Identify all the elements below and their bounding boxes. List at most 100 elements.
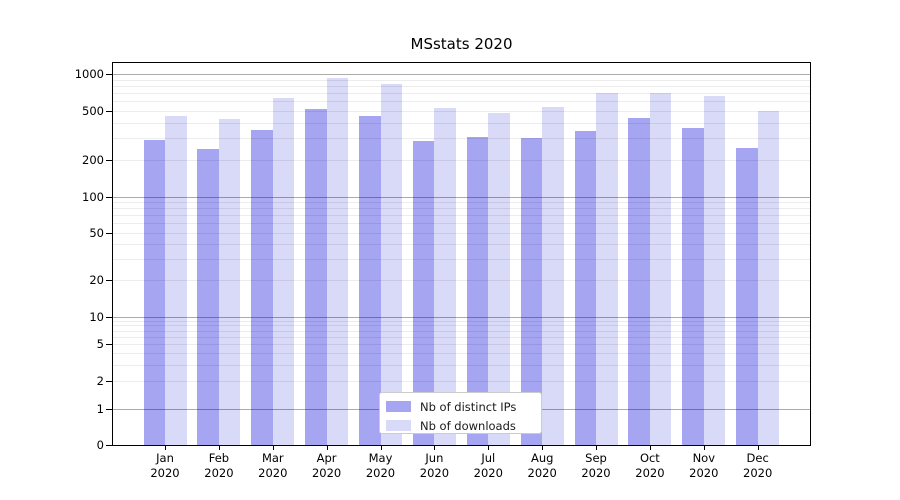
x-tick-mark	[380, 446, 382, 450]
gridline-minor	[113, 122, 810, 124]
plot-area: Nb of distinct IPs Nb of downloads	[112, 62, 811, 446]
y-tick-label: 20	[89, 273, 104, 288]
bar-downloads	[757, 110, 780, 445]
bar-distinct-ips	[574, 131, 597, 445]
gridline-minor	[113, 259, 810, 261]
bar-distinct-ips	[251, 129, 273, 445]
gridline-minor	[113, 159, 810, 161]
bar-downloads	[434, 107, 456, 445]
x-tick-mark	[703, 446, 705, 450]
x-tick-label: Apr 2020	[311, 451, 342, 480]
bar-downloads	[703, 95, 726, 445]
y-tick-mark	[106, 445, 113, 446]
y-tick-mark	[106, 408, 113, 410]
y-tick-mark	[106, 110, 113, 112]
gridline-minor	[113, 101, 810, 103]
legend: Nb of distinct IPs Nb of downloads	[379, 392, 542, 434]
legend-label-distinct-ips: Nb of distinct IPs	[420, 399, 517, 414]
gridline-minor	[113, 344, 810, 346]
gridline-minor	[113, 244, 810, 246]
bar-downloads	[542, 107, 564, 445]
gridline-minor	[113, 93, 810, 94]
x-tick-mark	[272, 446, 274, 450]
gridline-minor	[113, 280, 810, 282]
gridline-minor	[113, 79, 810, 81]
y-tick-label: 500	[82, 103, 104, 118]
x-tick-label: Sep 2020	[581, 451, 611, 480]
y-tick-label: 200	[82, 152, 104, 167]
y-tick-label: 1	[96, 401, 104, 416]
x-tick-label: Feb 2020	[204, 451, 234, 480]
x-tick-label: Nov 2020	[689, 451, 719, 480]
bar-downloads	[488, 112, 510, 445]
x-tick-label: Jul 2020	[473, 451, 503, 480]
x-tick-mark	[165, 446, 166, 450]
gridline-minor	[113, 215, 810, 217]
bar-downloads	[165, 115, 187, 445]
y-tick-mark	[106, 196, 113, 198]
bar-distinct-ips	[682, 128, 704, 445]
x-tick-mark	[218, 446, 220, 450]
gridline-minor	[113, 202, 810, 203]
y-tick-mark	[106, 280, 113, 282]
bar-distinct-ips	[466, 137, 489, 445]
x-tick-label: May 2020	[365, 451, 396, 480]
gridline-minor	[113, 364, 810, 366]
gridline-minor	[113, 223, 810, 225]
legend-swatch-downloads	[386, 420, 411, 431]
y-tick-label: 50	[89, 225, 104, 240]
bar-distinct-ips	[305, 109, 327, 445]
gridline-minor	[113, 325, 810, 327]
x-tick-mark	[757, 446, 759, 450]
y-tick-mark	[106, 159, 113, 161]
y-tick-mark	[106, 316, 113, 318]
gridline-minor	[113, 380, 810, 382]
legend-swatch-distinct-ips	[386, 401, 411, 412]
gridline-minor	[113, 320, 810, 322]
y-tick-label: 10	[89, 309, 104, 324]
chart-title: MSstats 2020	[410, 35, 513, 53]
bar-distinct-ips	[628, 118, 650, 445]
y-tick-label: 1000	[74, 67, 104, 81]
bar-distinct-ips	[736, 148, 758, 445]
gridline-minor	[113, 138, 810, 140]
x-tick-label: Oct 2020	[635, 451, 665, 480]
x-tick-label: Aug 2020	[527, 451, 557, 480]
y-tick-mark	[106, 380, 113, 382]
legend-label-downloads: Nb of downloads	[420, 418, 516, 433]
bar-downloads	[326, 78, 349, 445]
gridline-major	[113, 196, 810, 198]
bar-downloads	[218, 119, 241, 445]
y-tick-mark	[106, 232, 113, 234]
bar-downloads	[272, 97, 295, 445]
bar-distinct-ips	[359, 115, 381, 445]
x-tick-mark	[326, 446, 328, 450]
bar-distinct-ips	[197, 149, 219, 445]
bar-downloads	[380, 84, 403, 445]
y-tick-label: 0	[96, 438, 104, 452]
x-tick-mark	[596, 446, 597, 450]
bar-distinct-ips	[520, 138, 543, 445]
legend-entry-downloads: Nb of downloads	[386, 416, 541, 435]
x-tick-mark	[488, 446, 490, 450]
gridline-minor	[113, 110, 810, 112]
gridline-minor	[113, 330, 810, 332]
legend-entry-distinct-ips: Nb of distinct IPs	[386, 397, 541, 416]
gridline-minor	[113, 353, 810, 355]
bars-layer	[113, 63, 810, 445]
x-tick-mark	[649, 446, 651, 450]
bar-downloads	[596, 93, 618, 445]
bar-distinct-ips	[412, 140, 435, 445]
x-tick-mark	[542, 446, 544, 450]
y-tick-label: 100	[82, 189, 104, 204]
bar-distinct-ips	[143, 139, 165, 445]
x-tick-mark	[434, 446, 436, 450]
grid-layer	[113, 63, 810, 445]
x-tick-label: Dec 2020	[743, 451, 773, 480]
gridline-minor	[113, 232, 810, 234]
y-tick-label: 2	[96, 373, 104, 388]
x-tick-label: Jun 2020	[419, 451, 450, 480]
gridline-major	[113, 74, 810, 75]
gridline-minor	[113, 336, 810, 338]
